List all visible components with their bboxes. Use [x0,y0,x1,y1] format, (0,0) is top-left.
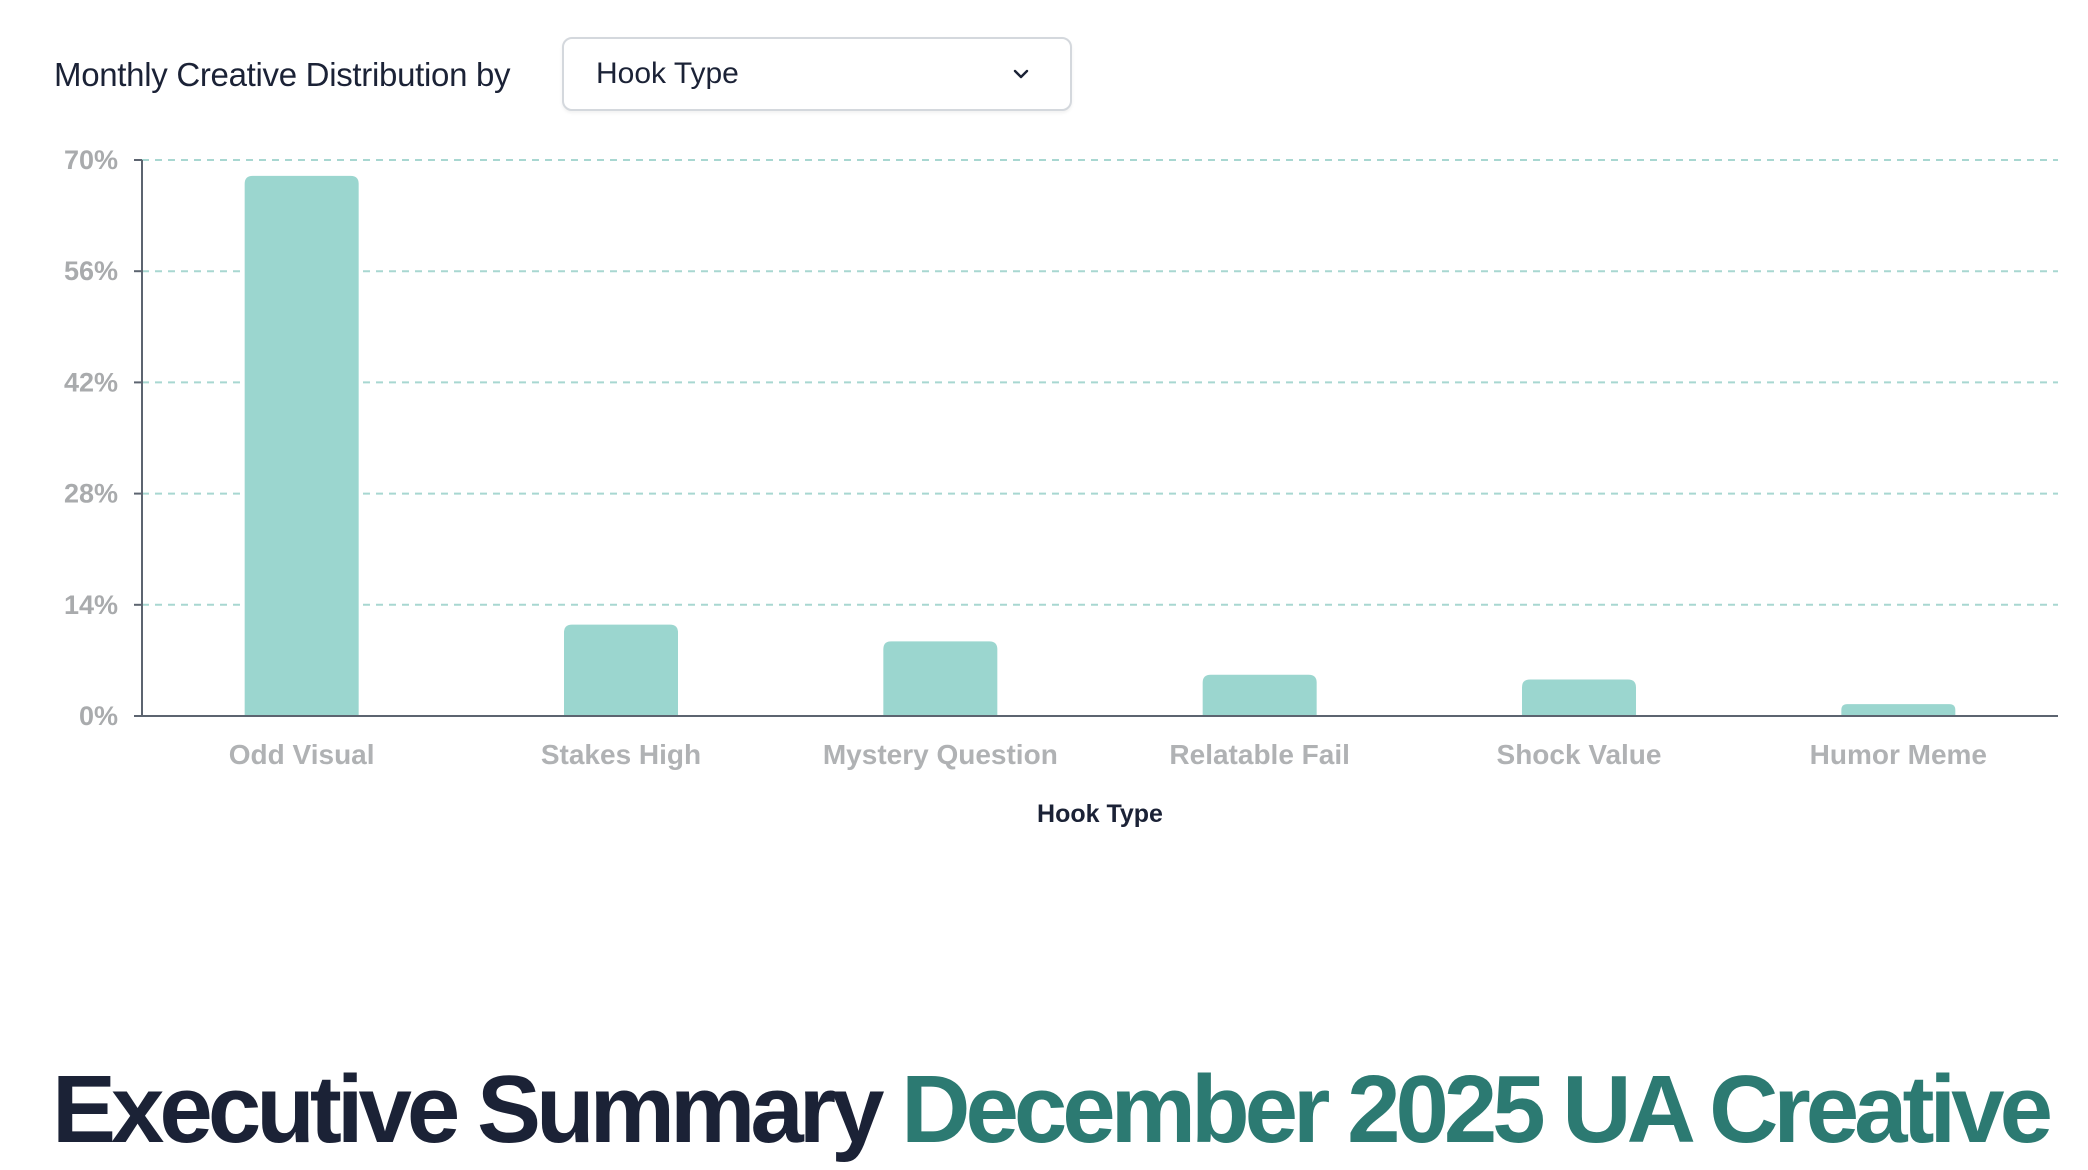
y-tick-label: 14% [64,590,118,620]
x-category-label: Humor Meme [1810,739,1987,770]
y-tick-label: 42% [64,367,118,397]
bar-humor-meme[interactable] [1841,704,1956,716]
bar-mystery-question[interactable] [883,641,998,716]
summary-heading: Executive Summary December 2025 UA Creat… [52,1050,2053,1170]
x-category-label: Stakes High [541,739,701,770]
bar-relatable-fail[interactable] [1202,674,1317,716]
bars [244,175,1956,716]
x-axis-title: Hook Type [1037,800,1163,828]
y-tick-label: 28% [64,479,118,509]
x-category-label: Odd Visual [229,739,375,770]
y-tick-label: 70% [64,145,118,175]
y-axis-ticks: 0% 14% 28% 42% 56% 70% [64,145,142,731]
grid-lines [142,159,2058,606]
summary-heading-main: Executive Summary [52,1056,884,1163]
bar-chart: 0% 14% 28% 42% 56% 70% Odd Visual Stakes High M… [64,145,2058,828]
summary-heading-accent: December 2025 UA Creative [901,1056,2053,1163]
bar-odd-visual[interactable] [244,175,359,716]
chevron-down-icon [1013,69,1029,79]
y-tick-label: 0% [79,701,118,731]
bar-stakes-high[interactable] [564,624,678,716]
chart-title: Monthly Creative Distribution by [54,56,511,93]
x-axis-labels: Odd Visual Stakes High Mystery Question Rel… [229,739,1987,770]
group-by-dropdown[interactable]: Hook Type [562,37,1072,111]
y-tick-label: 56% [64,256,118,286]
x-category-label: Relatable Fail [1169,739,1350,770]
chart-header: Monthly Creative Distribution by [54,37,511,113]
x-category-label: Shock Value [1497,739,1662,770]
dropdown-selected-value: Hook Type [596,57,739,90]
x-category-label: Mystery Question [823,739,1058,770]
bar-shock-value[interactable] [1522,679,1636,716]
